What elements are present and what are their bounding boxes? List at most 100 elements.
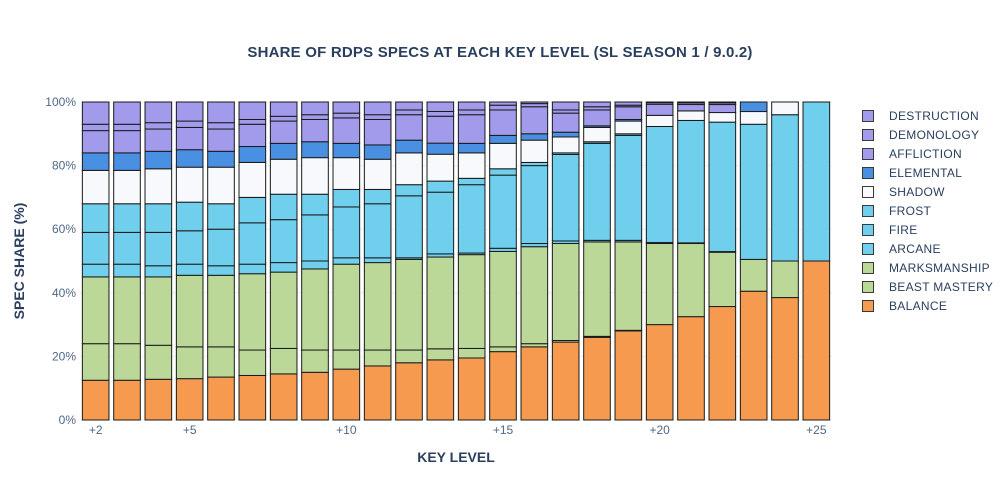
bar-segment [113,203,141,233]
bar-segment [739,101,768,113]
legend-item[interactable]: BEAST MASTERY [862,277,993,296]
bar-segment [301,268,329,351]
bar-segment [144,378,173,421]
bar-segment [395,258,423,351]
bar-segment [363,203,392,259]
bar-segment [144,203,173,233]
bar-segment [269,262,298,273]
bar-segment [395,195,423,259]
bar-segment [489,168,517,176]
bar-segment [301,371,329,421]
bar-segment [489,346,517,353]
bar-segment [363,365,392,421]
bar-segment [332,157,361,190]
bar-segment [175,263,204,276]
legend-label: FIRE [889,222,918,237]
bar-segment [457,177,486,186]
legend-item[interactable]: AFFLICTION [862,144,993,163]
bar-segment [81,276,110,345]
bar-segment [238,123,267,148]
bar-segment [269,142,298,160]
bar-segment [207,376,235,421]
legend-swatch [862,166,874,179]
bar-segment [113,152,141,171]
bar-segment [269,115,298,122]
bar-segment [426,110,455,117]
bar-segment [551,101,580,111]
bar-segment [489,351,517,421]
bar-segment [113,343,141,381]
bar-segment [238,273,267,351]
bar-segment [677,101,705,104]
bar-segment [489,101,517,106]
legend-swatch [862,223,874,236]
bar-segment [207,166,235,205]
bar-segment [363,349,392,367]
bar-segment [426,153,455,182]
bar-segment [113,379,141,421]
bar-segment [207,265,235,276]
legend-label: BEAST MASTERY [889,279,994,294]
bar-segment [677,316,705,421]
legend-item[interactable]: BALANCE [862,296,993,315]
bar-segment [238,146,267,163]
bar-segment [771,101,799,116]
bar-segment [269,373,298,421]
legend-item[interactable]: ARCANE [862,239,993,258]
bar-segment [426,191,455,255]
bar-segment [113,263,141,278]
bar-segment [614,101,643,106]
legend-item[interactable]: MARKSMANSHIP [862,258,993,277]
bar-segment [207,128,235,152]
bar-segment [113,130,141,154]
bar-segment [269,219,298,264]
legend-swatch [862,242,874,255]
bar-segment [269,120,298,144]
legend-item[interactable]: DESTRUCTION [862,106,993,125]
legend-label: MARKSMANSHIP [889,260,990,275]
bar-segment [144,265,173,278]
legend-label: ELEMENTAL [889,165,963,180]
bar-segment [238,196,267,224]
bar-segment [207,101,235,124]
bar-segment [113,231,141,265]
bar-segment [144,122,173,130]
bar-segment [175,230,204,265]
bar-segment [426,180,455,193]
bar-segment [332,368,361,421]
bar-segment [802,260,831,421]
bar-segment [175,346,204,380]
x-tick-label: +5 [183,423,197,437]
bar-segment [113,101,141,125]
bar-segment [332,101,361,114]
legend-swatch [862,204,874,217]
bar-segment [395,184,423,197]
legend-item[interactable]: FROST [862,201,993,220]
bar-segment [426,256,455,350]
bar-segment [457,142,486,154]
bar-segment [81,123,110,132]
bar-segment [207,346,235,378]
bar-segment [520,346,549,421]
legend-item[interactable]: ELEMENTAL [862,163,993,182]
bar-segment [520,106,549,135]
legend-label: AFFLICTION [889,146,963,161]
bar-segment [645,243,674,326]
bar-segment [363,101,392,116]
legend-item[interactable]: SHADOW [862,182,993,201]
legend-swatch [862,261,874,274]
bar-segment [363,114,392,120]
bar-segment [207,228,235,267]
bar-segment [207,203,235,230]
y-axis-label: SPEC SHARE (%) [11,202,27,320]
bar-segment [645,103,674,116]
y-tick-label: 80% [52,159,76,173]
bar-segment [645,324,674,421]
legend-item[interactable]: DEMONOLOGY [862,125,993,144]
legend-item[interactable]: FIRE [862,220,993,239]
legend: DESTRUCTION DEMONOLOGY AFFLICTION ELEMENTAL… [862,106,993,315]
bar-segment [238,161,267,198]
bar-segment [645,125,674,244]
bar-segment [207,150,235,168]
